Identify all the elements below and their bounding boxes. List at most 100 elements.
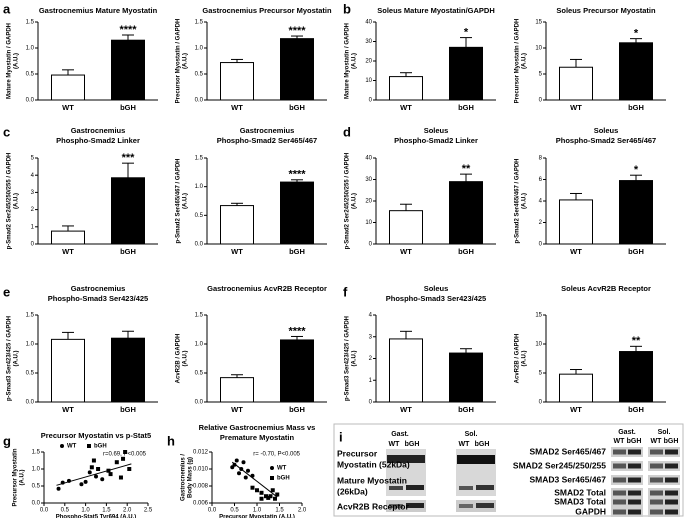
x-tick-label: WT (570, 247, 582, 256)
y-tick-label: 40 (365, 20, 372, 26)
blot-group: Gast. (391, 431, 409, 438)
blot-band (628, 449, 641, 455)
point (96, 467, 101, 471)
bar (111, 177, 145, 245)
blot-row-label: AcvR2B Receptor (337, 501, 409, 511)
significance: **** (288, 169, 306, 181)
y-axis-label: (A.U.) (352, 193, 358, 209)
y-axis-label: Mature Myostatin / GAPDH (345, 23, 351, 99)
chart-title: Phospho-Smad3 Ser423/425 (48, 294, 148, 303)
point (246, 468, 250, 473)
y-tick-label: 1.5 (195, 313, 204, 319)
blot-band (650, 477, 663, 483)
x-tick-label: WT (231, 247, 243, 256)
legend-marker (270, 476, 274, 480)
point (108, 472, 113, 477)
legend-label: WT (277, 466, 287, 472)
blot-image (648, 507, 680, 517)
y-tick-label: 0 (369, 242, 373, 248)
blot-image (648, 488, 680, 498)
blot-lane: WT (651, 438, 663, 445)
legend-label: bGH (277, 476, 290, 482)
blot-band (665, 490, 678, 496)
blot-band (628, 463, 641, 469)
x-tick-label: bGH (458, 247, 474, 256)
blot-band (665, 477, 678, 483)
blot-band (613, 463, 626, 469)
blot-band (459, 486, 473, 490)
chart-title: Phospho-Smad2 Linker (56, 136, 140, 145)
chart-title: Soleus (424, 284, 449, 293)
y-tick-label: 0.5 (195, 213, 204, 219)
annotation: r=0.69, P<0.005 (103, 452, 147, 458)
y-tick-label: 30 (365, 177, 372, 183)
blot-image (611, 475, 643, 485)
y-tick-label: 40 (365, 156, 372, 162)
y-tick-label: 0.5 (195, 72, 204, 78)
blot-band (650, 463, 663, 469)
panel-label: d (343, 124, 351, 139)
significance: * (464, 27, 469, 39)
y-tick-label: 3 (31, 190, 35, 196)
y-tick-label: 0.5 (26, 72, 35, 78)
y-tick-label: 1.0 (26, 342, 35, 348)
blot-image (611, 447, 643, 457)
point (56, 486, 61, 491)
y-tick-label: 8 (539, 156, 543, 162)
x-tick-label: WT (62, 247, 74, 256)
blot-band (476, 485, 494, 490)
y-tick-label: 0.0 (195, 242, 204, 248)
y-tick-label: 0.012 (193, 450, 209, 456)
blot-group: Sol. (658, 429, 671, 436)
legend-marker (270, 466, 274, 470)
blot-band (476, 503, 494, 508)
y-tick-label: 0.006 (193, 501, 209, 507)
y-tick-label: 0 (539, 98, 543, 104)
y-tick-label: 5 (539, 72, 543, 78)
point (259, 490, 264, 495)
y-tick-label: 5 (539, 371, 543, 377)
x-tick-label: WT (62, 103, 74, 112)
x-tick-label: 0.5 (230, 508, 239, 514)
blot-row-label: (26kDa) (337, 486, 368, 496)
annotation: r= -0.70, P<0.005 (253, 452, 300, 458)
blot-image (611, 461, 643, 471)
x-tick-label: bGH (628, 247, 644, 256)
chart-title: Soleus Mature Myostatin/GAPDH (377, 6, 495, 15)
blot-lane: bGH (627, 438, 642, 445)
x-tick-label: 0.0 (208, 508, 217, 514)
y-axis-label: Precursor Myostatin (13, 448, 19, 506)
y-tick-label: 0 (369, 98, 373, 104)
blot-image (648, 475, 680, 485)
y-tick-label: 0 (539, 242, 543, 248)
point (255, 488, 259, 493)
legend-label: WT (67, 444, 77, 450)
point (114, 460, 119, 465)
chart-title: Soleus AcvR2B Receptor (561, 284, 651, 293)
x-tick-label: 2.0 (298, 508, 307, 514)
y-tick-label: 0.0 (195, 98, 204, 104)
blot-row-label: Mature Myostatin (337, 475, 407, 485)
blot-band (613, 509, 626, 515)
panel-label: h (167, 433, 175, 448)
significance: **** (288, 25, 306, 37)
bar (280, 38, 314, 101)
panel-label: e (3, 284, 10, 299)
blot-image (611, 497, 643, 507)
y-tick-label: 1 (31, 224, 35, 230)
y-tick-label: 10 (535, 342, 542, 348)
blot-group: Sol. (465, 431, 478, 438)
chart-title: Gastrocnemius Precursor Myostatin (202, 6, 332, 15)
y-tick-label: 4 (539, 199, 543, 205)
bar (449, 352, 483, 403)
y-axis-label: p-Smad2 Ser465/467 / GAPDH (515, 158, 521, 243)
fit-line (56, 463, 132, 486)
chart-title: Gastrocnemius (71, 126, 126, 135)
bar (220, 62, 254, 101)
x-tick-label: WT (400, 247, 412, 256)
y-axis-label: (A.U.) (20, 470, 26, 486)
point (234, 458, 239, 463)
point (123, 450, 128, 454)
y-tick-label: 0.0 (32, 501, 41, 507)
x-tick-label: 1.5 (275, 508, 284, 514)
